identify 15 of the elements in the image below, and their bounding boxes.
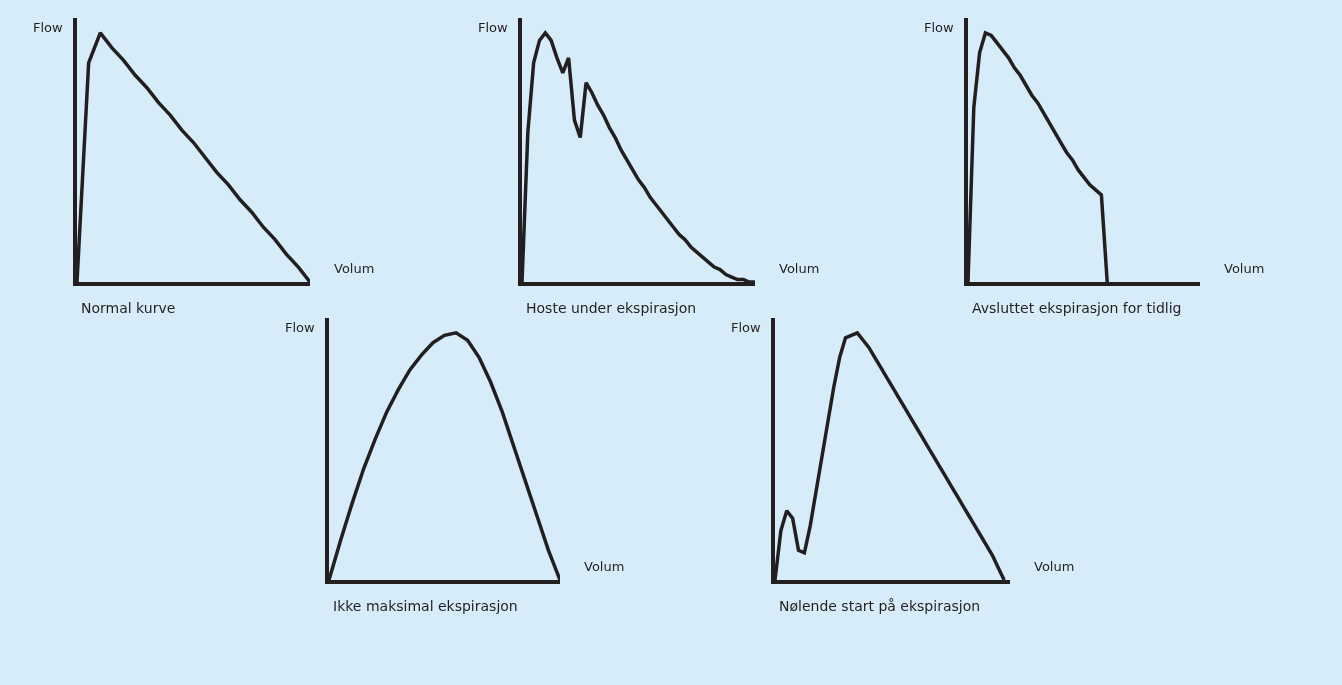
- x-axis-title: Volum: [1224, 261, 1265, 276]
- text: Avsluttet ekspirasjon for tidlig: [972, 300, 1182, 316]
- y-axis-title: Flow: [285, 320, 316, 335]
- y-axis-title: Flow: [731, 320, 762, 335]
- text: Normal kurve: [81, 300, 176, 316]
- text: Nølende start på ekspirasjon: [779, 598, 981, 614]
- y-axis-title: Flow: [478, 20, 509, 35]
- x-axis-title: Volum: [1034, 559, 1075, 574]
- y-axis-title: Flow: [33, 20, 64, 35]
- text: Ikke maksimal ekspirasjon: [333, 598, 518, 614]
- y-axis-title: Flow: [924, 20, 955, 35]
- x-axis-title: Volum: [779, 261, 820, 276]
- x-axis-title: Volum: [584, 559, 625, 574]
- text: Hoste under ekspirasjon: [526, 300, 697, 316]
- x-axis-title: Volum: [334, 261, 375, 276]
